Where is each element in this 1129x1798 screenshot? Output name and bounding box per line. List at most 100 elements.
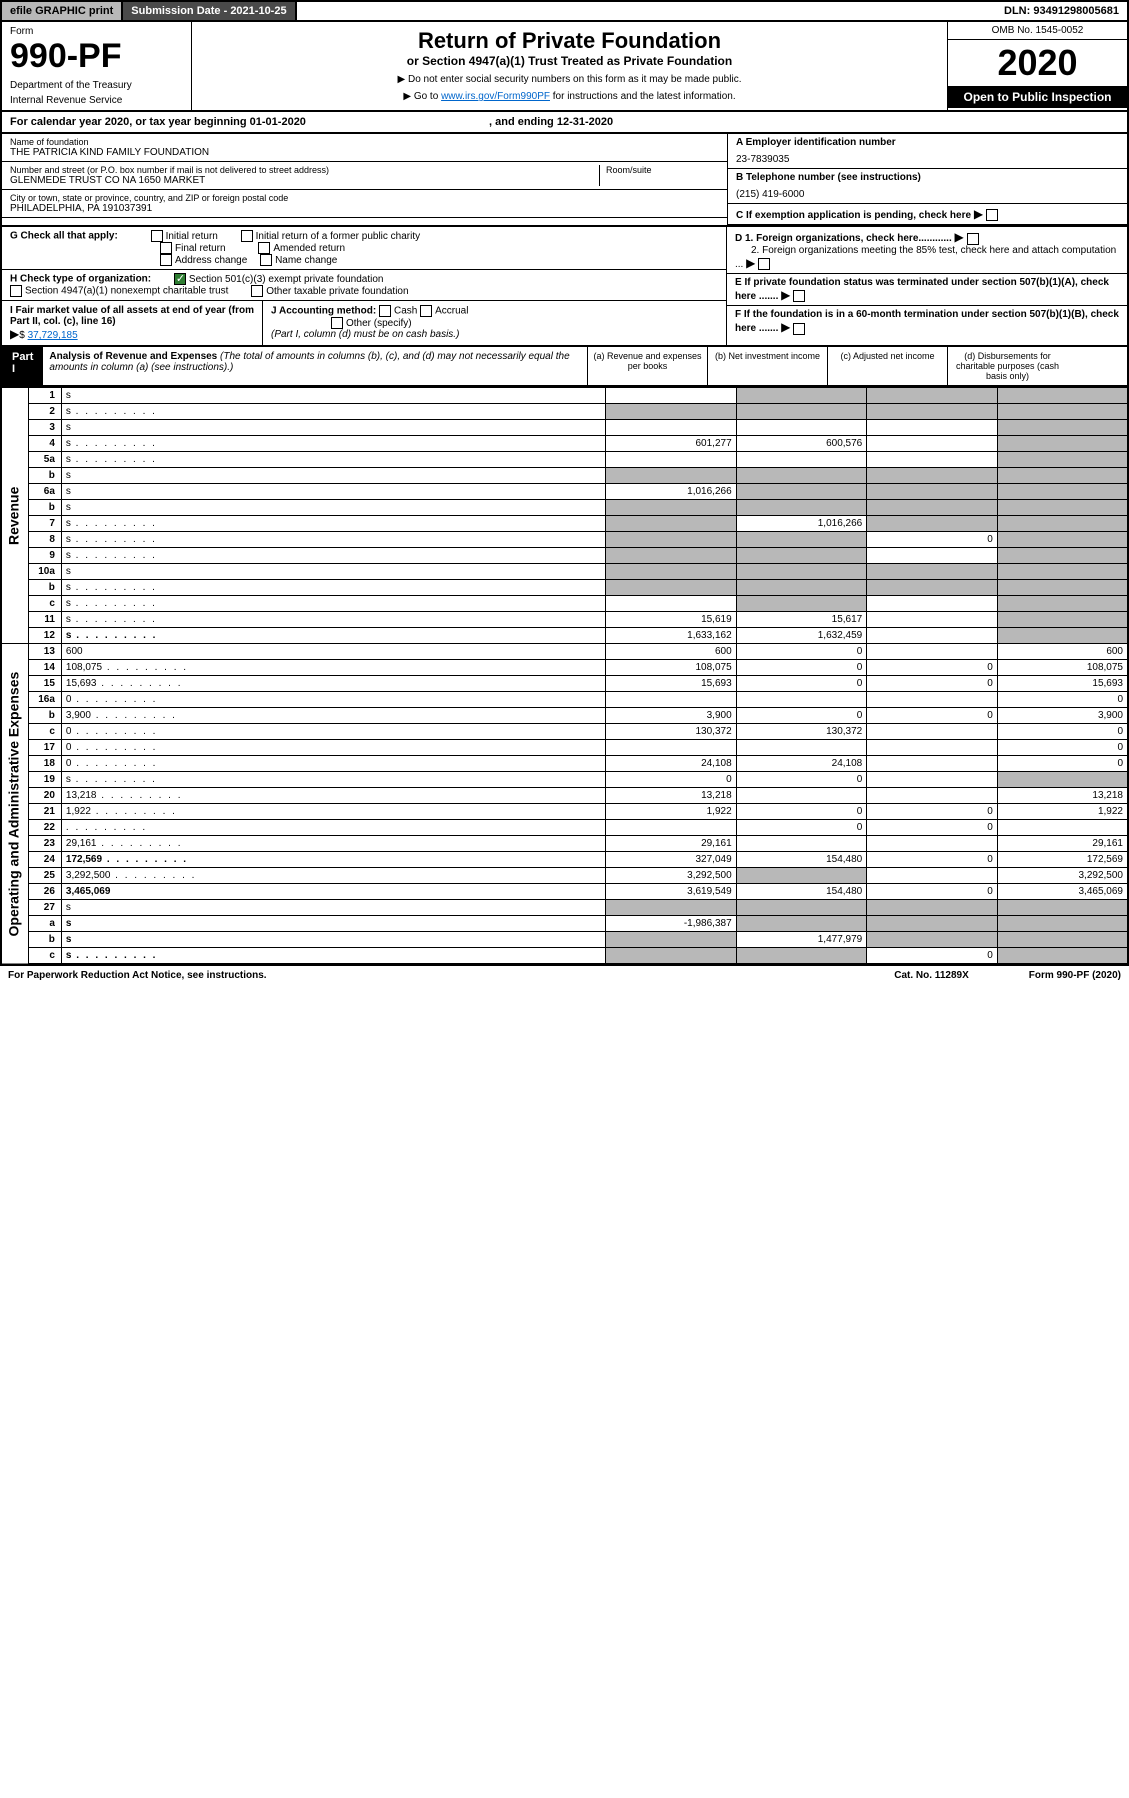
row-num: b xyxy=(29,708,62,724)
check-area: G Check all that apply: Initial return I… xyxy=(0,227,1129,347)
row-num: 17 xyxy=(29,740,62,756)
row-desc: s xyxy=(61,404,605,420)
table-row: c0130,372130,3720 xyxy=(1,724,1128,740)
j-accrual-checkbox[interactable] xyxy=(420,305,432,317)
g-amended-checkbox[interactable] xyxy=(258,242,270,254)
row-num: 25 xyxy=(29,868,62,884)
fmv-link[interactable]: 37,729,185 xyxy=(28,330,78,341)
part1-table: Revenue1s2s3s4s601,277600,5765asbs6as1,0… xyxy=(0,387,1129,965)
row-desc: s xyxy=(61,628,605,644)
dept-treasury: Department of the Treasury xyxy=(10,80,183,91)
row-desc: s xyxy=(61,596,605,612)
table-row: 16a00 xyxy=(1,692,1128,708)
table-row: 4s601,277600,576 xyxy=(1,436,1128,452)
c-row: C If exemption application is pending, c… xyxy=(728,204,1127,225)
table-row: 7s1,016,266 xyxy=(1,516,1128,532)
row-num: 6a xyxy=(29,484,62,500)
e-checkbox[interactable] xyxy=(793,290,805,302)
table-row: 9s xyxy=(1,548,1128,564)
row-desc: s xyxy=(61,772,605,788)
dept-irs: Internal Revenue Service xyxy=(10,95,183,106)
row-desc: 600 xyxy=(61,644,605,660)
row-num: 12 xyxy=(29,628,62,644)
row-num: 14 xyxy=(29,660,62,676)
irs-link[interactable]: www.irs.gov/Form990PF xyxy=(441,91,550,102)
f-checkbox[interactable] xyxy=(793,323,805,335)
address-row: Number and street (or P.O. box number if… xyxy=(2,162,727,190)
h-501c3-checkbox[interactable] xyxy=(174,273,186,285)
row-num: 8 xyxy=(29,532,62,548)
city-row: City or town, state or province, country… xyxy=(2,190,727,218)
row-num: 3 xyxy=(29,420,62,436)
row-num: 7 xyxy=(29,516,62,532)
table-row: Revenue1s xyxy=(1,388,1128,404)
row-desc: s xyxy=(61,564,605,580)
g-row: G Check all that apply: Initial return I… xyxy=(2,227,726,270)
d2-checkbox[interactable] xyxy=(758,258,770,270)
j-other-checkbox[interactable] xyxy=(331,317,343,329)
row-num: 4 xyxy=(29,436,62,452)
g-initial-checkbox[interactable] xyxy=(151,230,163,242)
c-checkbox[interactable] xyxy=(986,209,998,221)
table-row: 5as xyxy=(1,452,1128,468)
g-name-checkbox[interactable] xyxy=(260,254,272,266)
table-row: 1515,69315,6930015,693 xyxy=(1,676,1128,692)
row-desc: s xyxy=(61,388,605,404)
h-other-checkbox[interactable] xyxy=(251,285,263,297)
instr-1: ▶ Do not enter social security numbers o… xyxy=(198,74,941,85)
dln-label: DLN: 93491298005681 xyxy=(996,2,1127,20)
table-row: 11s15,61915,617 xyxy=(1,612,1128,628)
row-desc: s xyxy=(61,420,605,436)
row-desc: 3,292,500 xyxy=(61,868,605,884)
form-title: Return of Private Foundation xyxy=(198,28,941,54)
row-desc: s xyxy=(61,916,605,932)
row-desc xyxy=(61,820,605,836)
row-desc: 13,218 xyxy=(61,788,605,804)
header-right: OMB No. 1545-0052 2020 Open to Public In… xyxy=(947,22,1127,110)
table-row: 253,292,5003,292,5003,292,500 xyxy=(1,868,1128,884)
side-label: Operating and Administrative Expenses xyxy=(1,644,29,965)
table-row: 1700 xyxy=(1,740,1128,756)
table-row: Operating and Administrative Expenses136… xyxy=(1,644,1128,660)
row-num: 1 xyxy=(29,388,62,404)
form-header: Form 990-PF Department of the Treasury I… xyxy=(0,22,1129,112)
row-num: 24 xyxy=(29,852,62,868)
table-row: b3,9003,900003,900 xyxy=(1,708,1128,724)
g-final-checkbox[interactable] xyxy=(160,242,172,254)
g-address-checkbox[interactable] xyxy=(160,254,172,266)
row-num: 22 xyxy=(29,820,62,836)
col-d-head: (d) Disbursements for charitable purpose… xyxy=(947,347,1067,385)
ij-row: I Fair market value of all assets at end… xyxy=(2,301,726,345)
table-row: 2013,21813,21813,218 xyxy=(1,788,1128,804)
footer-left: For Paperwork Reduction Act Notice, see … xyxy=(8,970,267,981)
row-desc: s xyxy=(61,612,605,628)
d-row: D 1. Foreign organizations, check here..… xyxy=(727,227,1127,274)
part1-label: Part I xyxy=(2,347,43,385)
row-desc: 108,075 xyxy=(61,660,605,676)
g-initial-former-checkbox[interactable] xyxy=(241,230,253,242)
row-num: 19 xyxy=(29,772,62,788)
row-desc: 0 xyxy=(61,740,605,756)
row-desc: 3,900 xyxy=(61,708,605,724)
table-row: 10as xyxy=(1,564,1128,580)
side-label: Revenue xyxy=(1,388,29,644)
col-b-head: (b) Net investment income xyxy=(707,347,827,385)
h-4947-checkbox[interactable] xyxy=(10,285,22,297)
table-row: 19s00 xyxy=(1,772,1128,788)
form-label: Form xyxy=(10,26,183,37)
form-subtitle: or Section 4947(a)(1) Trust Treated as P… xyxy=(198,54,941,68)
j-cash-checkbox[interactable] xyxy=(379,305,391,317)
info-area: Name of foundation THE PATRICIA KIND FAM… xyxy=(0,134,1129,227)
row-num: b xyxy=(29,468,62,484)
info-left: Name of foundation THE PATRICIA KIND FAM… xyxy=(2,134,727,225)
tel-row: B Telephone number (see instructions) (2… xyxy=(728,169,1127,204)
form-number: 990-PF xyxy=(10,37,183,76)
table-row: 24172,569327,049154,4800172,569 xyxy=(1,852,1128,868)
footer: For Paperwork Reduction Act Notice, see … xyxy=(0,965,1129,985)
table-row: bs xyxy=(1,580,1128,596)
table-row: cs xyxy=(1,596,1128,612)
table-row: bs1,477,979 xyxy=(1,932,1128,948)
footer-right: Form 990-PF (2020) xyxy=(1029,970,1121,981)
d1-checkbox[interactable] xyxy=(967,233,979,245)
row-desc: s xyxy=(61,500,605,516)
